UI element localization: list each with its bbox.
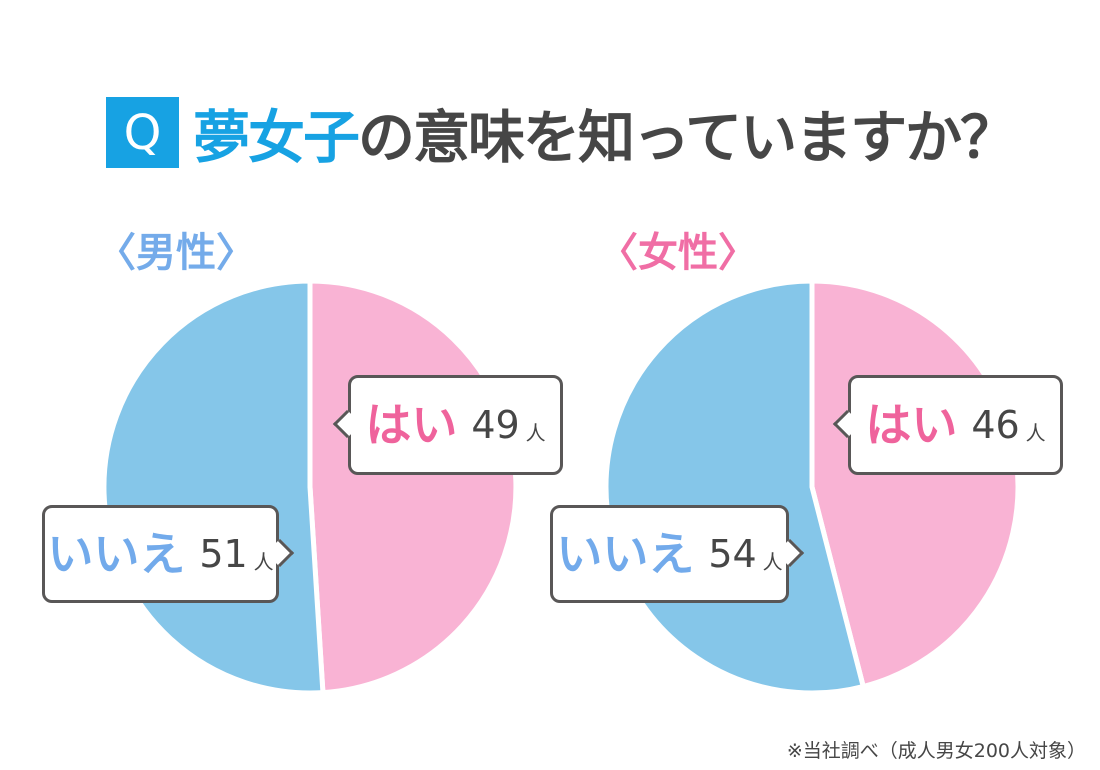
callout-female-yes: はい 46 人 [832, 375, 1063, 475]
count-unit: 人 [762, 550, 783, 574]
question-badge: Q [106, 97, 179, 168]
answer-label: はい [865, 398, 958, 452]
pie-chart-male [100, 277, 520, 697]
callout-male-yes: はい 49 人 [332, 375, 563, 475]
answer-count: 46 [971, 403, 1020, 447]
page-title: 夢女子 の意味を知っていますか？ [193, 97, 1017, 171]
pie-svg-male [101, 278, 519, 696]
survey-footnote: ※当社調べ（成人男女200人対象） [786, 740, 1086, 762]
count-unit: 人 [525, 421, 546, 445]
title-rest: の意味を知っていますか？ [358, 104, 1017, 171]
count-unit: 人 [1025, 421, 1046, 445]
callout-female-no: いいえ 54 人 [550, 505, 805, 603]
answer-count: 49 [471, 403, 520, 447]
answer-label: はい [365, 398, 458, 452]
count-unit: 人 [253, 550, 274, 574]
title-highlight: 夢女子 [193, 104, 360, 171]
answer-label: いいえ [47, 527, 186, 581]
section-label-male: 〈男性〉 [96, 230, 256, 276]
section-label-female: 〈女性〉 [598, 230, 758, 276]
pie-chart-female [602, 277, 1022, 697]
answer-count: 51 [199, 532, 248, 576]
pie-slice-はい [307, 278, 519, 696]
pie-slice-いいえ [101, 278, 326, 696]
answer-label: いいえ [556, 527, 695, 581]
answer-count: 54 [708, 532, 757, 576]
pie-svg-female [603, 278, 1021, 696]
callout-male-no: いいえ 51 人 [42, 505, 295, 603]
